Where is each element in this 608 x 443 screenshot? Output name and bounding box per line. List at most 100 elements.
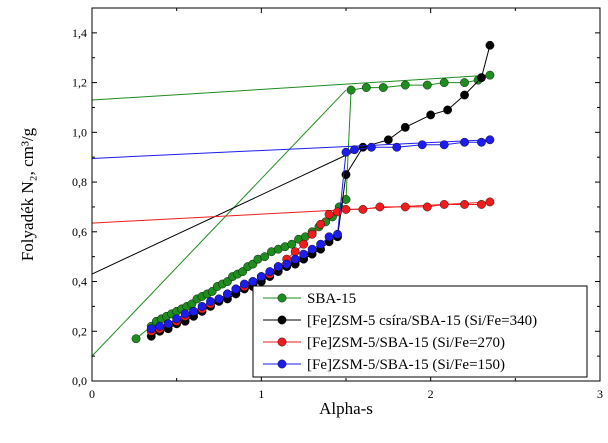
data-point xyxy=(197,301,207,311)
x-tick-label: 0 xyxy=(89,387,95,401)
data-point xyxy=(439,78,449,88)
data-point xyxy=(324,209,334,219)
data-point xyxy=(239,279,249,289)
data-point xyxy=(333,229,342,239)
data-point xyxy=(290,247,300,257)
data-point xyxy=(299,249,309,259)
y-axis-title: Folyadék N₂, cm³/g xyxy=(18,127,37,261)
y-tick-label: 0,2 xyxy=(72,324,87,338)
y-tick-label: 1,0 xyxy=(72,125,87,139)
data-point xyxy=(146,324,156,334)
data-point xyxy=(273,262,283,272)
data-point xyxy=(324,232,334,242)
data-point xyxy=(422,202,432,212)
legend-item-1: [Fe]ZSM-5 csíra/SBA-15 (Si/Fe=340) xyxy=(263,313,537,329)
legend-label: SBA-15 xyxy=(307,291,356,307)
data-point xyxy=(287,239,297,249)
data-point xyxy=(375,202,385,212)
data-point xyxy=(346,85,356,95)
legend-label: [Fe]ZSM-5/SBA-15 (Si/Fe=150) xyxy=(307,357,505,373)
fit-line xyxy=(91,139,490,159)
y-tick-label: 0,4 xyxy=(72,275,87,289)
y-tick-label: 0,6 xyxy=(72,225,87,239)
data-point xyxy=(477,73,486,83)
data-point xyxy=(485,70,495,80)
data-point xyxy=(485,135,495,145)
x-tick-label: 2 xyxy=(428,387,434,401)
data-point xyxy=(206,297,215,306)
data-point xyxy=(426,110,436,120)
y-tick-label: 0,0 xyxy=(72,374,87,388)
data-point xyxy=(223,289,232,299)
data-point xyxy=(485,197,495,207)
data-point xyxy=(400,202,410,212)
data-point xyxy=(383,135,393,145)
data-point xyxy=(460,200,469,209)
data-point xyxy=(316,219,325,229)
data-point xyxy=(361,83,371,92)
legend-item-0: SBA-15 xyxy=(263,291,356,307)
data-point xyxy=(180,309,190,319)
data-point xyxy=(422,80,432,90)
series-0 xyxy=(91,70,495,357)
data-point xyxy=(131,334,141,344)
data-point xyxy=(307,244,317,254)
x-axis-title: Alpha-s xyxy=(319,399,373,418)
data-point xyxy=(392,142,402,152)
data-point xyxy=(189,306,199,316)
axes-layer: 0 1 2 3 0,0 0,2 0,4 0,6 0,8 1,0 1,2 1,4 xyxy=(72,7,603,401)
data-point xyxy=(477,137,486,147)
data-point xyxy=(417,140,427,150)
legend-item-3: [Fe]ZSM-5/SBA-15 (Si/Fe=150) xyxy=(263,357,505,373)
data-point xyxy=(290,254,300,264)
data-point xyxy=(358,205,368,214)
data-point xyxy=(172,314,182,324)
data-point xyxy=(299,239,309,249)
data-point xyxy=(439,140,449,150)
data-point xyxy=(366,142,376,152)
data-point xyxy=(307,229,317,239)
y-tick-label: 0,8 xyxy=(72,175,87,189)
data-point xyxy=(350,145,359,155)
data-point xyxy=(256,272,266,281)
data-point xyxy=(460,137,469,147)
data-point xyxy=(260,252,270,262)
data-point xyxy=(400,80,410,90)
legend-item-2: [Fe]ZSM-5/SBA-15 (Si/Fe=270) xyxy=(263,335,505,351)
fit-line xyxy=(91,146,364,275)
data-point xyxy=(485,40,495,50)
data-point xyxy=(316,239,325,249)
series-3 xyxy=(91,135,495,334)
data-point xyxy=(341,205,351,214)
legend-marker xyxy=(277,293,287,303)
data-point xyxy=(378,83,388,92)
legend-label: [Fe]ZSM-5 csíra/SBA-15 (Si/Fe=340) xyxy=(307,313,537,329)
data-point xyxy=(155,321,165,331)
data-point xyxy=(265,267,275,276)
data-point xyxy=(443,105,452,115)
connector-line xyxy=(91,89,347,357)
legend-marker xyxy=(277,337,287,347)
series-layer xyxy=(91,40,495,357)
data-point xyxy=(341,195,351,204)
data-point xyxy=(460,90,469,100)
data-point xyxy=(358,142,368,152)
data-point xyxy=(341,147,351,157)
data-point xyxy=(231,284,241,294)
data-point xyxy=(282,259,292,269)
legend-box xyxy=(252,285,588,378)
legend-label: [Fe]ZSM-5/SBA-15 (Si/Fe=270) xyxy=(307,335,505,351)
x-tick-label: 1 xyxy=(258,387,264,401)
y-tick-label: 1,2 xyxy=(72,76,87,90)
fit-line xyxy=(91,74,490,101)
data-point xyxy=(214,294,224,304)
data-point xyxy=(439,200,449,209)
legend-marker xyxy=(277,315,287,325)
y-tick-label: 1,4 xyxy=(72,26,87,40)
legend-marker xyxy=(277,359,287,369)
legend-items: SBA-15 [Fe]ZSM-5 csíra/SBA-15 (Si/Fe=340)… xyxy=(263,291,537,373)
data-point xyxy=(400,122,410,132)
data-point xyxy=(477,200,486,209)
legend: SBA-15 [Fe]ZSM-5 csíra/SBA-15 (Si/Fe=340)… xyxy=(252,285,588,378)
